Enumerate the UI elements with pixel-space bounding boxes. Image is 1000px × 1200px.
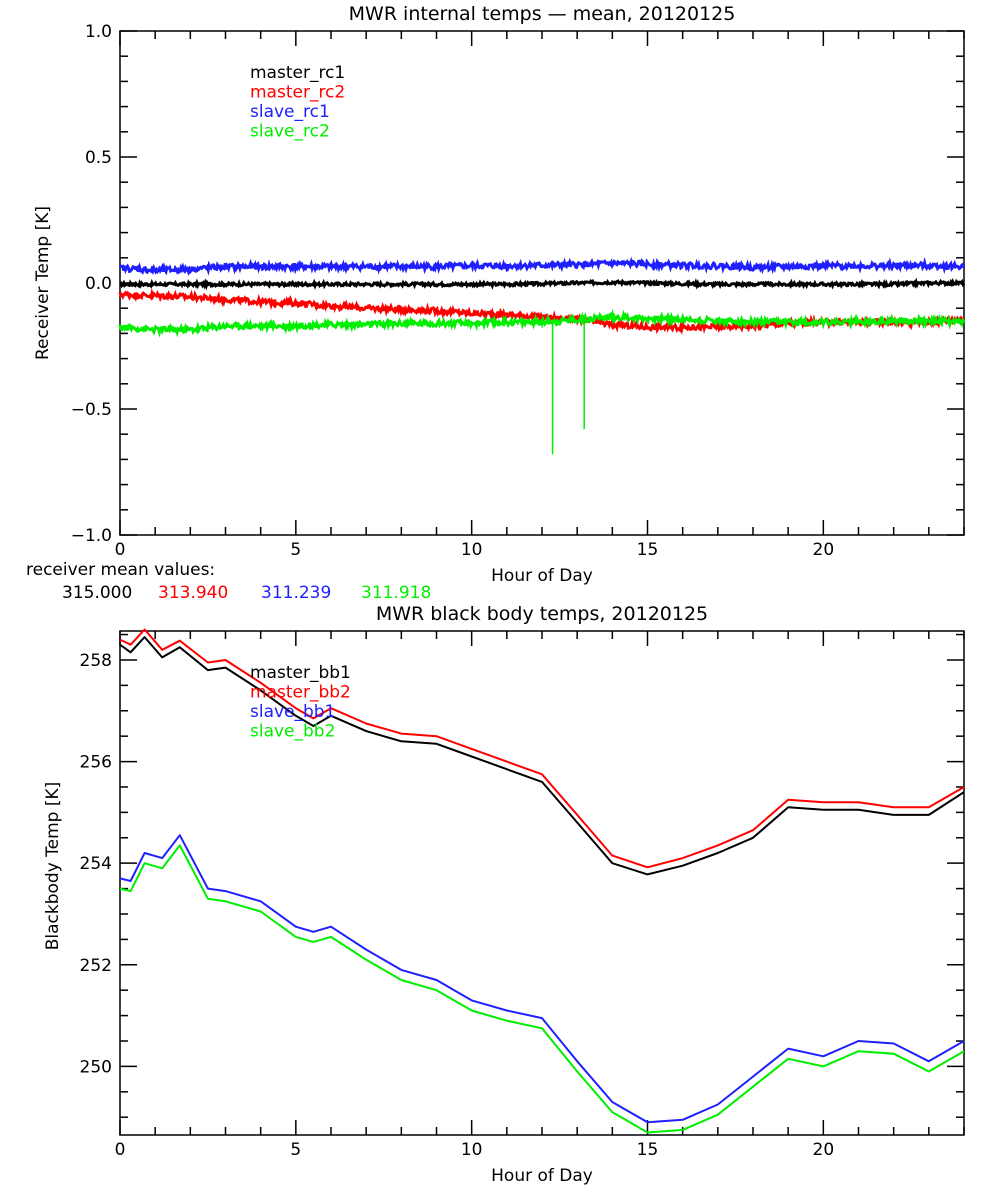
x-tick-label: 5 [290, 540, 301, 560]
series-line-master_bb2 [119, 628, 965, 869]
series-line-slave_bb2 [119, 844, 965, 1134]
y-tick-label: 258 [80, 651, 112, 671]
x-tick-label: 0 [115, 1140, 126, 1160]
series-line-master_bb1 [119, 636, 965, 876]
y-tick-label: −1.0 [71, 526, 112, 546]
x-tick-label: 5 [290, 1140, 301, 1160]
legend-item-master_bb2: master_bb2 [250, 683, 351, 703]
series-line-slave_rc1 [118, 256, 965, 277]
blackbody-temp-panel: MWR black body temps, 20120125 250 252 254… [43, 603, 965, 1186]
mean-values: 315.000 313.940 311.239 311.918 [62, 583, 431, 603]
y-tick-label: 0.5 [85, 148, 112, 168]
series-group [118, 256, 966, 455]
x-tick-label: 10 [461, 1140, 483, 1160]
legend-item-slave_rc2: slave_rc2 [250, 122, 330, 142]
mean-value: 311.239 [261, 583, 331, 603]
axis-ticks [119, 30, 965, 536]
y-axis-label: Blackbody Temp [K] [43, 782, 63, 951]
x-tick-label: 0 [115, 540, 126, 560]
x-tick-labels: 0 5 10 15 20 [115, 540, 835, 560]
legend-item-slave_bb2: slave_bb2 [250, 722, 335, 742]
legend-item-master_rc2: master_rc2 [250, 83, 345, 103]
x-tick-label: 20 [813, 1140, 835, 1160]
y-tick-label: 252 [80, 956, 112, 976]
mean-value: 315.000 [62, 583, 132, 603]
y-tick-label: −0.5 [71, 400, 112, 420]
series-line-slave_bb1 [119, 834, 965, 1124]
legend-item-slave_rc1: slave_rc1 [250, 102, 330, 122]
y-tick-label: 0.0 [85, 274, 112, 294]
x-tick-label: 10 [461, 540, 483, 560]
y-tick-label: 1.0 [85, 22, 112, 42]
series-line-slave_rc2 [118, 309, 966, 338]
legend-item-master_rc1: master_rc1 [250, 63, 345, 83]
mean-values-label: receiver mean values: [26, 560, 215, 580]
y-tick-label: 250 [80, 1057, 112, 1077]
axis-ticks [119, 631, 965, 1135]
x-axis-label: Hour of Day [491, 566, 593, 586]
y-tick-label: 254 [80, 854, 112, 874]
mean-value: 311.918 [361, 583, 431, 603]
y-tick-label: 256 [80, 753, 112, 773]
series-group [119, 628, 965, 1134]
chart-title: MWR internal temps — mean, 20120125 [349, 3, 736, 25]
y-tick-labels: 250 252 254 256 258 [80, 651, 112, 1077]
series-line-master_rc1 [119, 277, 966, 291]
receiver-temp-panel: MWR internal temps — mean, 20120125 −1.0… [26, 3, 966, 603]
chart-title: MWR black body temps, 20120125 [376, 603, 708, 625]
mean-value: 313.940 [158, 583, 228, 603]
x-tick-label: 20 [813, 540, 835, 560]
legend-item-master_bb1: master_bb1 [250, 663, 351, 683]
x-tick-labels: 0 5 10 15 20 [115, 1140, 835, 1160]
x-tick-label: 15 [637, 540, 659, 560]
y-tick-labels: −1.0 −0.5 0.0 0.5 1.0 [71, 22, 112, 546]
y-axis-label: Receiver Temp [K] [33, 206, 53, 360]
legend-item-slave_bb1: slave_bb1 [250, 702, 335, 722]
x-axis-label: Hour of Day [491, 1166, 593, 1186]
x-tick-label: 15 [637, 1140, 659, 1160]
